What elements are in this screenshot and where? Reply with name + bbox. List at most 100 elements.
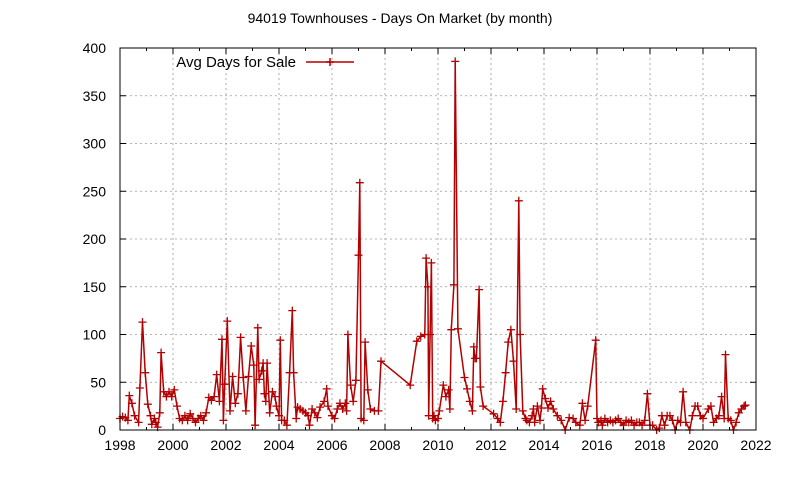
data-point-marker (316, 403, 325, 412)
data-point-marker (249, 361, 258, 370)
data-point-marker (688, 411, 697, 420)
data-point-marker (441, 392, 450, 401)
data-point-marker (565, 413, 574, 422)
data-point-marker (272, 402, 281, 411)
x-tick-label: 2022 (740, 437, 771, 453)
data-point-marker (706, 402, 715, 411)
data-point-marker (228, 372, 237, 381)
data-point-marker (343, 330, 352, 339)
data-point-marker (504, 338, 513, 347)
chart-title: 94019 Townhouses - Days On Market (by mo… (248, 10, 553, 26)
data-point-marker (215, 397, 224, 406)
data-point-marker (141, 368, 150, 377)
data-point-marker (361, 338, 370, 347)
data-point-marker (416, 332, 425, 341)
data-point-marker (251, 421, 260, 430)
data-point-marker (275, 411, 283, 420)
data-point-marker (165, 387, 173, 396)
data-point-marker (125, 391, 134, 400)
x-tick-label: 2000 (157, 437, 188, 453)
data-point-marker (583, 402, 592, 411)
data-point-marker (521, 414, 530, 423)
data-point-marker (681, 418, 690, 427)
data-point-marker (183, 416, 192, 425)
data-point-marker (593, 414, 601, 423)
data-point-marker (423, 282, 432, 291)
data-point-marker (717, 392, 726, 401)
data-point-marker (135, 384, 144, 392)
data-point-marker (196, 411, 205, 420)
data-point-marker (289, 368, 298, 377)
data-point-marker (157, 348, 166, 357)
y-tick-label: 250 (83, 183, 107, 199)
data-point-marker (123, 416, 132, 425)
data-point-marker (304, 411, 313, 420)
data-point-marker (359, 416, 368, 425)
x-tick-label: 2004 (263, 437, 294, 453)
data-point-marker (130, 411, 139, 420)
data-point-marker (721, 350, 730, 359)
x-tick-label: 2018 (634, 437, 665, 453)
data-point-marker (518, 406, 527, 415)
data-point-marker (533, 402, 542, 411)
data-point-marker (699, 414, 707, 423)
data-point-marker (444, 385, 453, 394)
data-point-marker (127, 399, 136, 408)
data-point-marker (726, 416, 735, 425)
data-point-marker (427, 258, 436, 267)
x-tick-label: 2014 (528, 437, 559, 453)
data-point-marker (134, 418, 143, 427)
data-point-marker (506, 325, 515, 334)
data-point-marker (219, 416, 228, 425)
data-point-marker (714, 411, 723, 420)
data-point-marker (239, 373, 248, 382)
data-point-marker (341, 399, 350, 408)
data-point-marker (167, 392, 176, 401)
data-point-marker (538, 384, 547, 393)
data-point-marker (226, 406, 234, 415)
data-point-marker (349, 397, 358, 406)
data-point-marker (342, 406, 351, 415)
data-point-marker (496, 418, 505, 427)
data-point-marker (173, 402, 181, 411)
data-point-marker (143, 400, 152, 409)
legend-label: Avg Days for Sale (176, 54, 296, 71)
data-point-marker (186, 409, 195, 418)
x-tick-label: 2016 (581, 437, 612, 453)
data-point-marker (151, 418, 160, 427)
data-point-marker (257, 366, 266, 375)
data-point-marker (260, 389, 269, 398)
data-point-marker (557, 416, 566, 425)
data-point-marker (374, 406, 383, 415)
data-point-marker (501, 368, 510, 377)
data-point-marker (509, 357, 518, 366)
data-point-marker (741, 401, 750, 410)
data-point-marker (263, 359, 272, 368)
data-point-marker (412, 337, 421, 346)
data-point-marker (426, 330, 435, 339)
y-tick-label: 400 (83, 40, 107, 56)
data-point-marker (338, 405, 347, 413)
data-point-marker (553, 411, 562, 420)
data-point-marker (231, 399, 240, 408)
y-tick-label: 300 (83, 136, 107, 152)
data-point-marker (575, 421, 584, 430)
data-point-marker (265, 408, 274, 417)
data-point-marker (346, 381, 355, 390)
axis-ticks: 0 50 100 150 200 250 300 350 400 1998 2000 2002 2004… (83, 40, 772, 453)
data-point-marker (138, 318, 147, 327)
y-tick-label: 50 (90, 374, 106, 390)
data-point-marker (199, 416, 208, 425)
legend-marker (326, 58, 334, 66)
legend: Avg Days for Sale (176, 54, 354, 71)
x-tick-label: 2008 (369, 437, 400, 453)
data-point-marker (453, 324, 462, 333)
data-point-marker (451, 57, 460, 66)
data-point-marker (147, 420, 156, 429)
data-point-marker (732, 418, 741, 427)
data-point-marker (355, 178, 364, 187)
data-point-marker (150, 414, 159, 423)
x-tick-label: 2012 (475, 437, 506, 453)
